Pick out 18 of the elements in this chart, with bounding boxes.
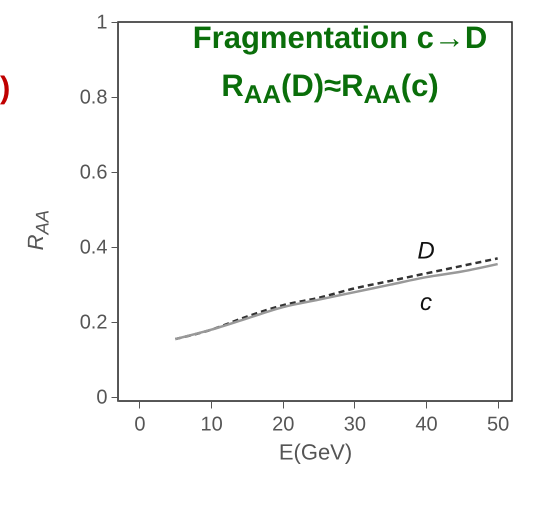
series-label: D — [417, 237, 435, 264]
y-tick-label: 0.2 — [80, 312, 108, 334]
x-tick-label: 30 — [344, 414, 366, 436]
y-tick-label: 0 — [96, 386, 108, 409]
annotation: R$_{AA}$(D)≈R$_{AA}$(c) — [221, 68, 439, 110]
x-tick-label: 40 — [415, 414, 438, 436]
y-tick-label: 0.4 — [80, 236, 108, 259]
annotation: Fragmentation c→D — [192, 20, 488, 55]
text: ) — [0, 70, 10, 106]
x-axis-title: E(GeV) — [278, 440, 352, 464]
y-tick-label: 1 — [96, 12, 108, 34]
y-tick-label: 0.8 — [80, 86, 108, 109]
x-tick-label: 50 — [487, 414, 510, 436]
x-tick-label: 20 — [272, 414, 294, 436]
y-tick-label: 0.6 — [80, 162, 108, 184]
x-tick-label: 0 — [134, 414, 146, 436]
series-label: c — [420, 289, 432, 316]
x-tick-label: 10 — [200, 414, 223, 436]
